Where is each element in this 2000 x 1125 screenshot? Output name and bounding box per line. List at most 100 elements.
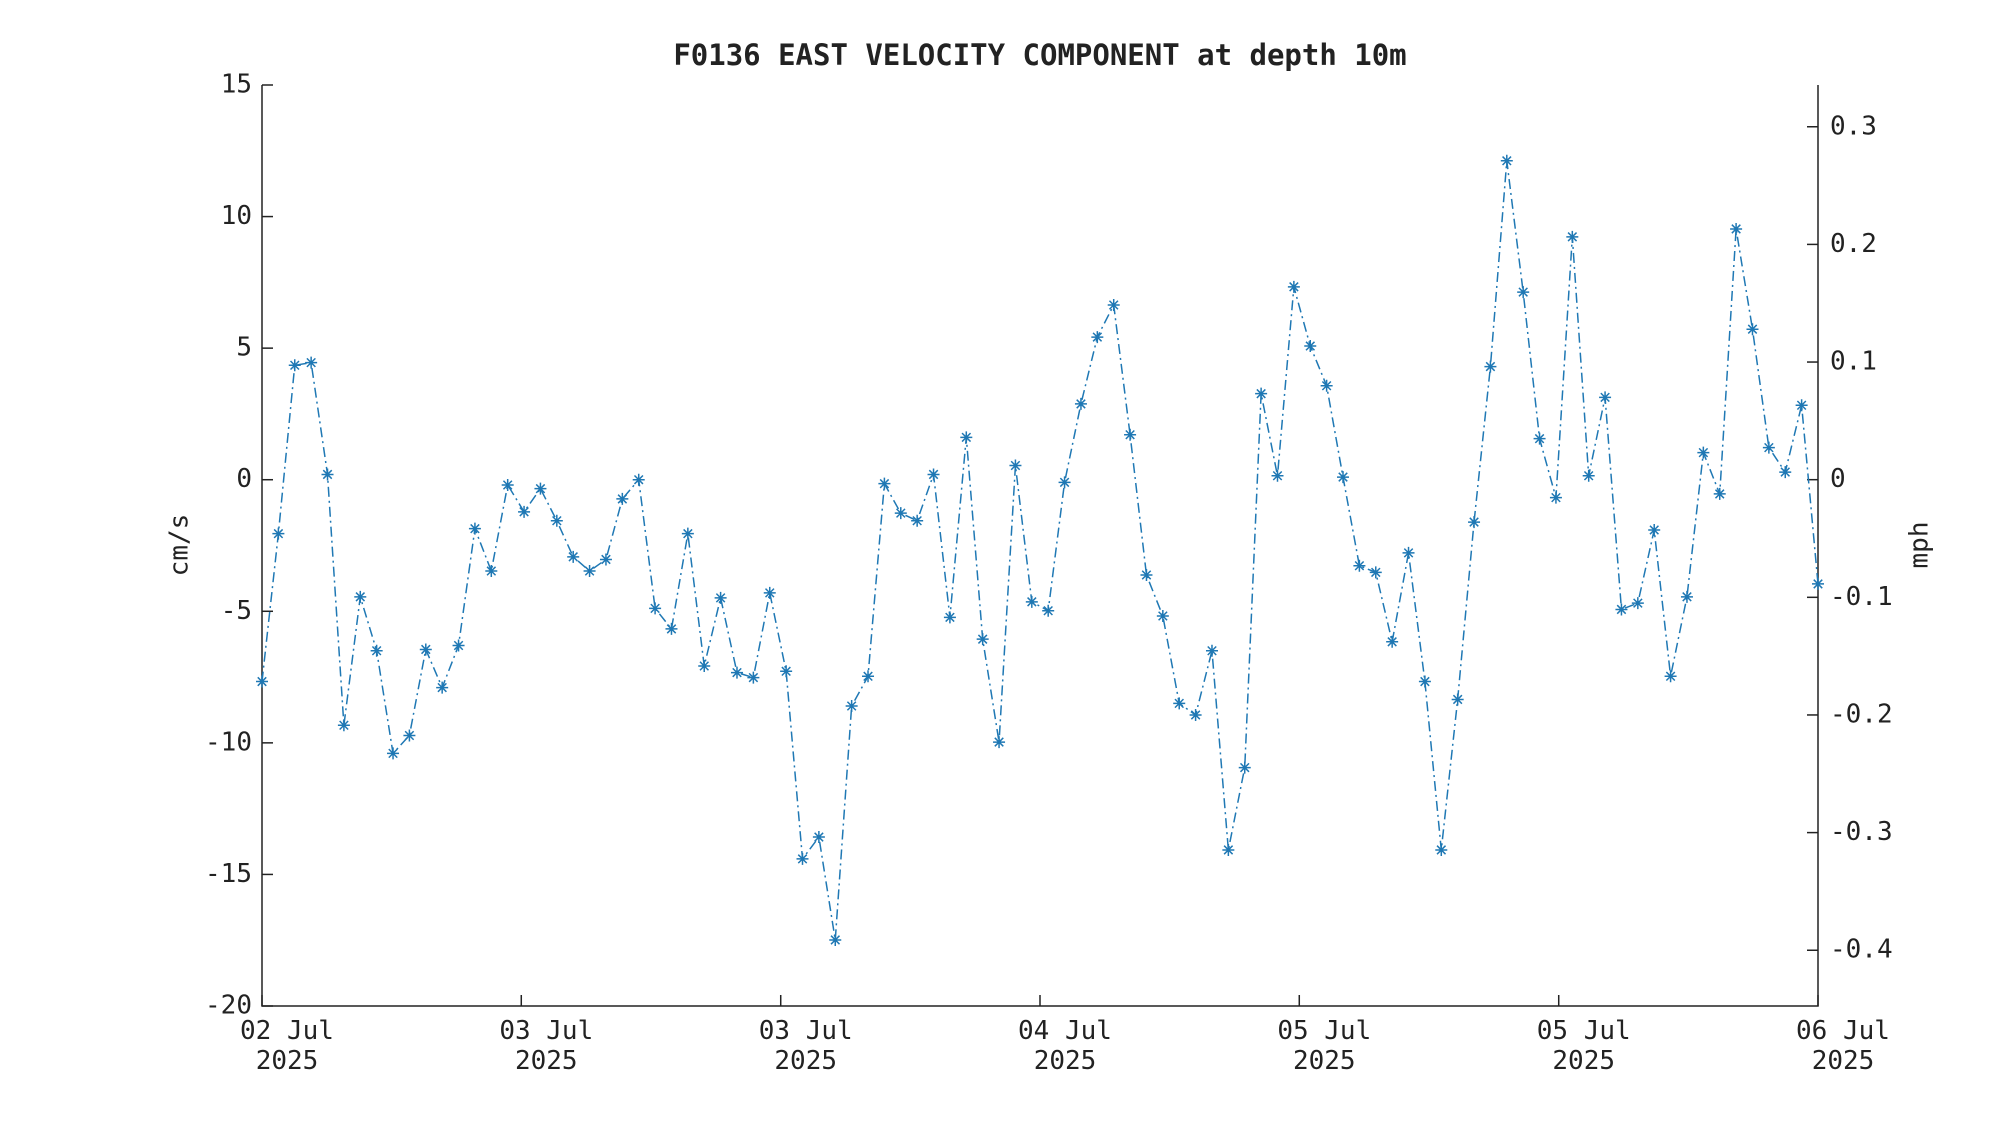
marker bbox=[829, 933, 842, 946]
marker bbox=[1386, 635, 1399, 648]
marker bbox=[1582, 469, 1595, 482]
marker bbox=[1205, 644, 1218, 657]
marker bbox=[1402, 546, 1415, 559]
marker bbox=[1664, 670, 1677, 683]
x-tick-label: 05 Jul 2025 bbox=[1537, 1016, 1631, 1076]
y2-tick-label: 0.2 bbox=[1830, 229, 1877, 259]
x-tick-label: 04 Jul 2025 bbox=[1018, 1016, 1112, 1076]
y2-tick-label: 0.1 bbox=[1830, 347, 1877, 377]
marker bbox=[976, 633, 989, 646]
marker bbox=[1255, 387, 1268, 400]
marker bbox=[1549, 491, 1562, 504]
y2-tick-label: -0.3 bbox=[1830, 817, 1893, 847]
marker bbox=[1517, 286, 1530, 299]
marker bbox=[1484, 360, 1497, 373]
marker bbox=[583, 565, 596, 578]
marker bbox=[1074, 397, 1087, 410]
marker bbox=[485, 565, 498, 578]
marker bbox=[256, 675, 268, 688]
y-tick-label: 10 bbox=[221, 201, 252, 231]
marker bbox=[730, 666, 743, 679]
marker bbox=[1140, 568, 1153, 581]
marker bbox=[1779, 466, 1792, 479]
marker bbox=[321, 468, 334, 481]
marker bbox=[1468, 516, 1481, 529]
x-tick-label: 05 Jul 2025 bbox=[1277, 1016, 1371, 1076]
y-tick-label: 5 bbox=[236, 333, 252, 363]
marker bbox=[927, 468, 940, 481]
marker bbox=[1025, 595, 1038, 608]
y2-axis-label: mph bbox=[1905, 522, 1935, 569]
marker bbox=[698, 660, 711, 673]
marker bbox=[714, 591, 727, 604]
marker bbox=[1418, 675, 1431, 688]
marker bbox=[780, 665, 793, 678]
y-tick-label: -5 bbox=[221, 596, 252, 626]
marker bbox=[370, 644, 383, 657]
marker bbox=[796, 852, 809, 865]
marker bbox=[1271, 469, 1284, 482]
marker bbox=[1156, 610, 1169, 623]
y-tick-label: 15 bbox=[221, 70, 252, 100]
marker bbox=[1124, 428, 1137, 441]
marker bbox=[1320, 379, 1333, 392]
marker bbox=[403, 729, 416, 742]
marker bbox=[1058, 476, 1071, 489]
marker bbox=[911, 514, 924, 527]
marker bbox=[1812, 577, 1824, 590]
marker bbox=[436, 681, 449, 694]
y2-tick-label: -0.4 bbox=[1830, 935, 1893, 965]
marker bbox=[632, 473, 645, 486]
marker bbox=[616, 492, 629, 505]
marker bbox=[1713, 487, 1726, 500]
marker bbox=[419, 643, 432, 656]
marker bbox=[1680, 590, 1693, 603]
x-tick-label: 06 Jul 2025 bbox=[1796, 1016, 1890, 1076]
marker bbox=[501, 478, 514, 491]
marker bbox=[862, 670, 875, 683]
y-tick-label: -20 bbox=[205, 991, 252, 1021]
marker bbox=[665, 622, 678, 635]
marker bbox=[1762, 441, 1775, 454]
y-tick-label: -15 bbox=[205, 859, 252, 889]
marker bbox=[1697, 446, 1710, 459]
x-tick-label: 03 Jul 2025 bbox=[499, 1016, 593, 1076]
chart-title: F0136 EAST VELOCITY COMPONENT at depth 1… bbox=[673, 38, 1406, 72]
marker bbox=[1631, 597, 1644, 610]
marker bbox=[1500, 154, 1513, 167]
marker bbox=[747, 671, 760, 684]
marker bbox=[1599, 391, 1612, 404]
marker bbox=[518, 505, 531, 518]
marker bbox=[305, 356, 318, 369]
marker bbox=[649, 602, 662, 615]
marker bbox=[894, 507, 907, 520]
x-tick-label: 02 Jul 2025 bbox=[240, 1016, 334, 1076]
marker bbox=[387, 747, 400, 760]
marker bbox=[681, 527, 694, 540]
axes-frame bbox=[261, 85, 1819, 1007]
marker bbox=[272, 527, 285, 540]
marker bbox=[550, 514, 563, 527]
marker bbox=[1746, 323, 1759, 336]
marker bbox=[452, 639, 465, 652]
marker bbox=[960, 431, 973, 444]
marker bbox=[1435, 843, 1448, 856]
series-line bbox=[261, 160, 1819, 941]
marker bbox=[1353, 559, 1366, 572]
marker bbox=[812, 831, 825, 844]
marker bbox=[468, 522, 481, 535]
marker bbox=[1238, 761, 1251, 774]
marker bbox=[534, 482, 547, 495]
x-tick-label: 03 Jul 2025 bbox=[759, 1016, 853, 1076]
y2-tick-label: -0.2 bbox=[1830, 699, 1893, 729]
marker bbox=[1173, 697, 1186, 710]
marker bbox=[567, 550, 580, 563]
marker bbox=[1042, 604, 1055, 617]
marker bbox=[1566, 230, 1579, 243]
marker bbox=[1337, 471, 1350, 484]
y-tick-label: -10 bbox=[205, 727, 252, 757]
marker bbox=[993, 736, 1006, 749]
marker bbox=[878, 477, 891, 490]
marker bbox=[1730, 222, 1743, 235]
